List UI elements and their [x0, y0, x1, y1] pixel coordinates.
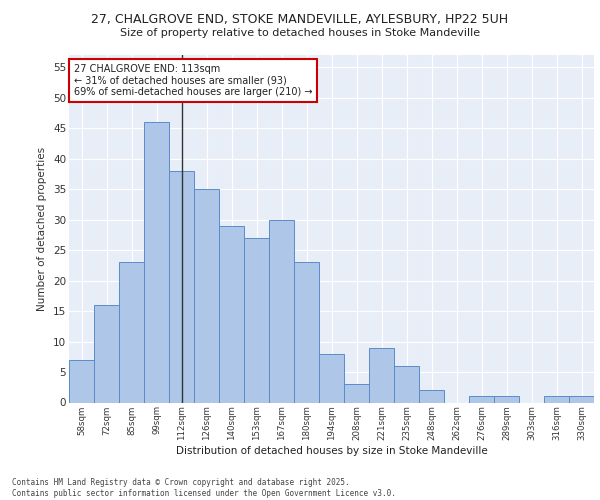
Bar — [169, 171, 194, 402]
Bar — [194, 189, 219, 402]
Bar — [144, 122, 169, 402]
Bar — [119, 262, 144, 402]
X-axis label: Distribution of detached houses by size in Stoke Mandeville: Distribution of detached houses by size … — [176, 446, 487, 456]
Bar — [494, 396, 519, 402]
Bar — [394, 366, 419, 403]
Bar — [219, 226, 244, 402]
Bar — [569, 396, 594, 402]
Bar — [319, 354, 344, 403]
Bar — [544, 396, 569, 402]
Bar — [269, 220, 294, 402]
Bar — [69, 360, 94, 403]
Bar — [94, 305, 119, 402]
Bar — [419, 390, 444, 402]
Text: 27, CHALGROVE END, STOKE MANDEVILLE, AYLESBURY, HP22 5UH: 27, CHALGROVE END, STOKE MANDEVILLE, AYL… — [91, 12, 509, 26]
Bar — [469, 396, 494, 402]
Bar — [369, 348, 394, 403]
Bar — [344, 384, 369, 402]
Text: 27 CHALGROVE END: 113sqm
← 31% of detached houses are smaller (93)
69% of semi-d: 27 CHALGROVE END: 113sqm ← 31% of detach… — [74, 64, 313, 98]
Text: Contains HM Land Registry data © Crown copyright and database right 2025.
Contai: Contains HM Land Registry data © Crown c… — [12, 478, 396, 498]
Y-axis label: Number of detached properties: Number of detached properties — [37, 146, 47, 311]
Bar — [294, 262, 319, 402]
Bar — [244, 238, 269, 402]
Text: Size of property relative to detached houses in Stoke Mandeville: Size of property relative to detached ho… — [120, 28, 480, 38]
